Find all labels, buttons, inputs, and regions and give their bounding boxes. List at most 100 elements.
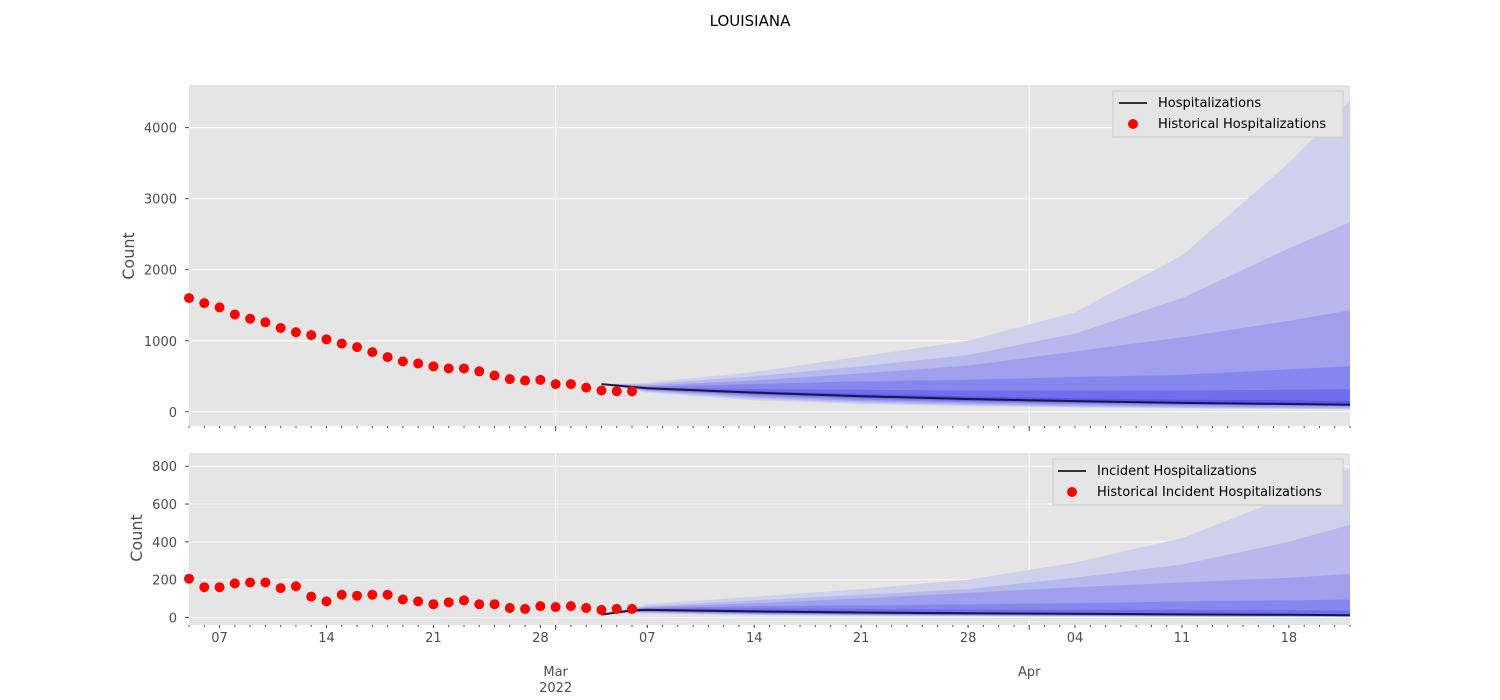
historical-point: [352, 342, 363, 353]
historical-point: [489, 370, 500, 381]
historical-point: [352, 590, 363, 601]
incident-median-line: [601, 608, 1351, 617]
x-day-label: 28: [532, 631, 549, 646]
hospitalizations-x-tick-marks: [188, 426, 1351, 431]
historical-point: [596, 385, 607, 396]
historical-point: [627, 386, 638, 397]
y-tick-label: 3000: [144, 193, 177, 208]
legend-dot-swatch: [1128, 119, 1138, 129]
hospitalizations-y-ticks: 0 1000 2000 3000 4000: [144, 122, 189, 421]
historical-point: [474, 599, 485, 610]
historical-point: [260, 317, 271, 328]
historical-point: [199, 298, 210, 309]
historical-point: [443, 597, 454, 608]
historical-point: [275, 583, 286, 594]
historical-point: [489, 599, 500, 610]
historical-point: [214, 582, 225, 593]
legend-hospitalizations-label: Hospitalizations: [1158, 96, 1261, 111]
historical-point: [581, 382, 592, 393]
legend-dot-swatch: [1067, 487, 1077, 497]
x-year-label: 2022: [539, 681, 572, 696]
historical-point: [535, 374, 546, 385]
incident-legend: Incident Hospitalizations Historical Inc…: [1052, 458, 1344, 506]
historical-point: [504, 602, 515, 613]
historical-point: [611, 603, 622, 614]
x-day-label: 21: [853, 631, 870, 646]
historical-point: [565, 379, 576, 390]
figure-title: LOUISIANA: [710, 12, 791, 30]
historical-point: [321, 596, 332, 607]
x-day-label: 07: [211, 631, 228, 646]
incident-y-ticks: 0 200 400 600 800: [152, 460, 189, 626]
hospitalizations-panel: 0 1000 2000 3000 4000 Count Hospitalizations…: [119, 85, 1351, 431]
historical-point: [336, 338, 347, 349]
historical-point: [290, 327, 301, 338]
historical-point: [199, 582, 210, 593]
historical-point: [214, 302, 225, 313]
x-day-label: 11: [1174, 631, 1191, 646]
historical-point: [260, 577, 271, 588]
historical-point: [382, 352, 393, 363]
historical-point: [565, 601, 576, 612]
x-day-label: 07: [639, 631, 656, 646]
historical-point: [550, 602, 561, 613]
legend-incident-hospitalizations-label: Incident Hospitalizations: [1097, 464, 1257, 479]
historical-point: [428, 361, 439, 372]
historical-point: [581, 602, 592, 613]
historical-point: [474, 366, 485, 377]
y-tick-label: 400: [152, 536, 177, 551]
historical-point: [413, 596, 424, 607]
historical-point: [367, 589, 378, 600]
historical-point: [535, 601, 546, 612]
historical-hospitalizations-points: [184, 293, 638, 397]
y-tick-label: 0: [169, 611, 177, 626]
legend-historical-hospitalizations-label: Historical Hospitalizations: [1158, 117, 1326, 132]
historical-point: [184, 293, 194, 304]
historical-point: [520, 603, 531, 614]
historical-point: [413, 358, 424, 369]
historical-point: [611, 386, 622, 397]
historical-point: [520, 375, 531, 386]
x-day-label: 14: [746, 631, 763, 646]
x-day-label: 14: [318, 631, 335, 646]
incident-y-axis-label: Count: [127, 514, 146, 562]
y-tick-label: 2000: [144, 264, 177, 279]
y-tick-label: 1000: [144, 335, 177, 350]
historical-point: [397, 594, 408, 605]
historical-point: [458, 595, 469, 606]
historical-point: [321, 334, 332, 345]
historical-point: [397, 356, 408, 367]
historical-point: [229, 309, 240, 320]
x-day-label: 04: [1067, 631, 1084, 646]
y-tick-label: 4000: [144, 122, 177, 137]
historical-point: [306, 591, 317, 602]
historical-incident-points: [184, 573, 638, 615]
incident-legend-box: [1052, 458, 1344, 506]
historical-point: [550, 379, 561, 390]
historical-point: [627, 603, 638, 614]
x-day-label: 18: [1281, 631, 1298, 646]
hospitalizations-forecast-bands: [601, 100, 1350, 410]
y-tick-label: 200: [152, 574, 177, 589]
x-day-label: 21: [425, 631, 442, 646]
historical-point: [306, 330, 317, 341]
historical-point: [443, 363, 454, 374]
forecast-interval-band: [601, 384, 1350, 405]
y-tick-label: 600: [152, 498, 177, 513]
historical-point: [245, 577, 256, 588]
x-month-label: Mar: [543, 665, 568, 680]
historical-point: [229, 578, 240, 589]
historical-point: [367, 347, 378, 358]
y-tick-label: 800: [152, 460, 177, 475]
historical-point: [596, 604, 607, 615]
historical-point: [245, 313, 256, 324]
legend-historical-incident-label: Historical Incident Hospitalizations: [1097, 485, 1322, 500]
historical-point: [275, 322, 286, 333]
historical-point: [290, 581, 301, 592]
historical-point: [382, 589, 393, 600]
hospitalizations-legend: Hospitalizations Historical Hospitalizat…: [1112, 90, 1344, 138]
y-tick-label: 0: [169, 406, 177, 421]
